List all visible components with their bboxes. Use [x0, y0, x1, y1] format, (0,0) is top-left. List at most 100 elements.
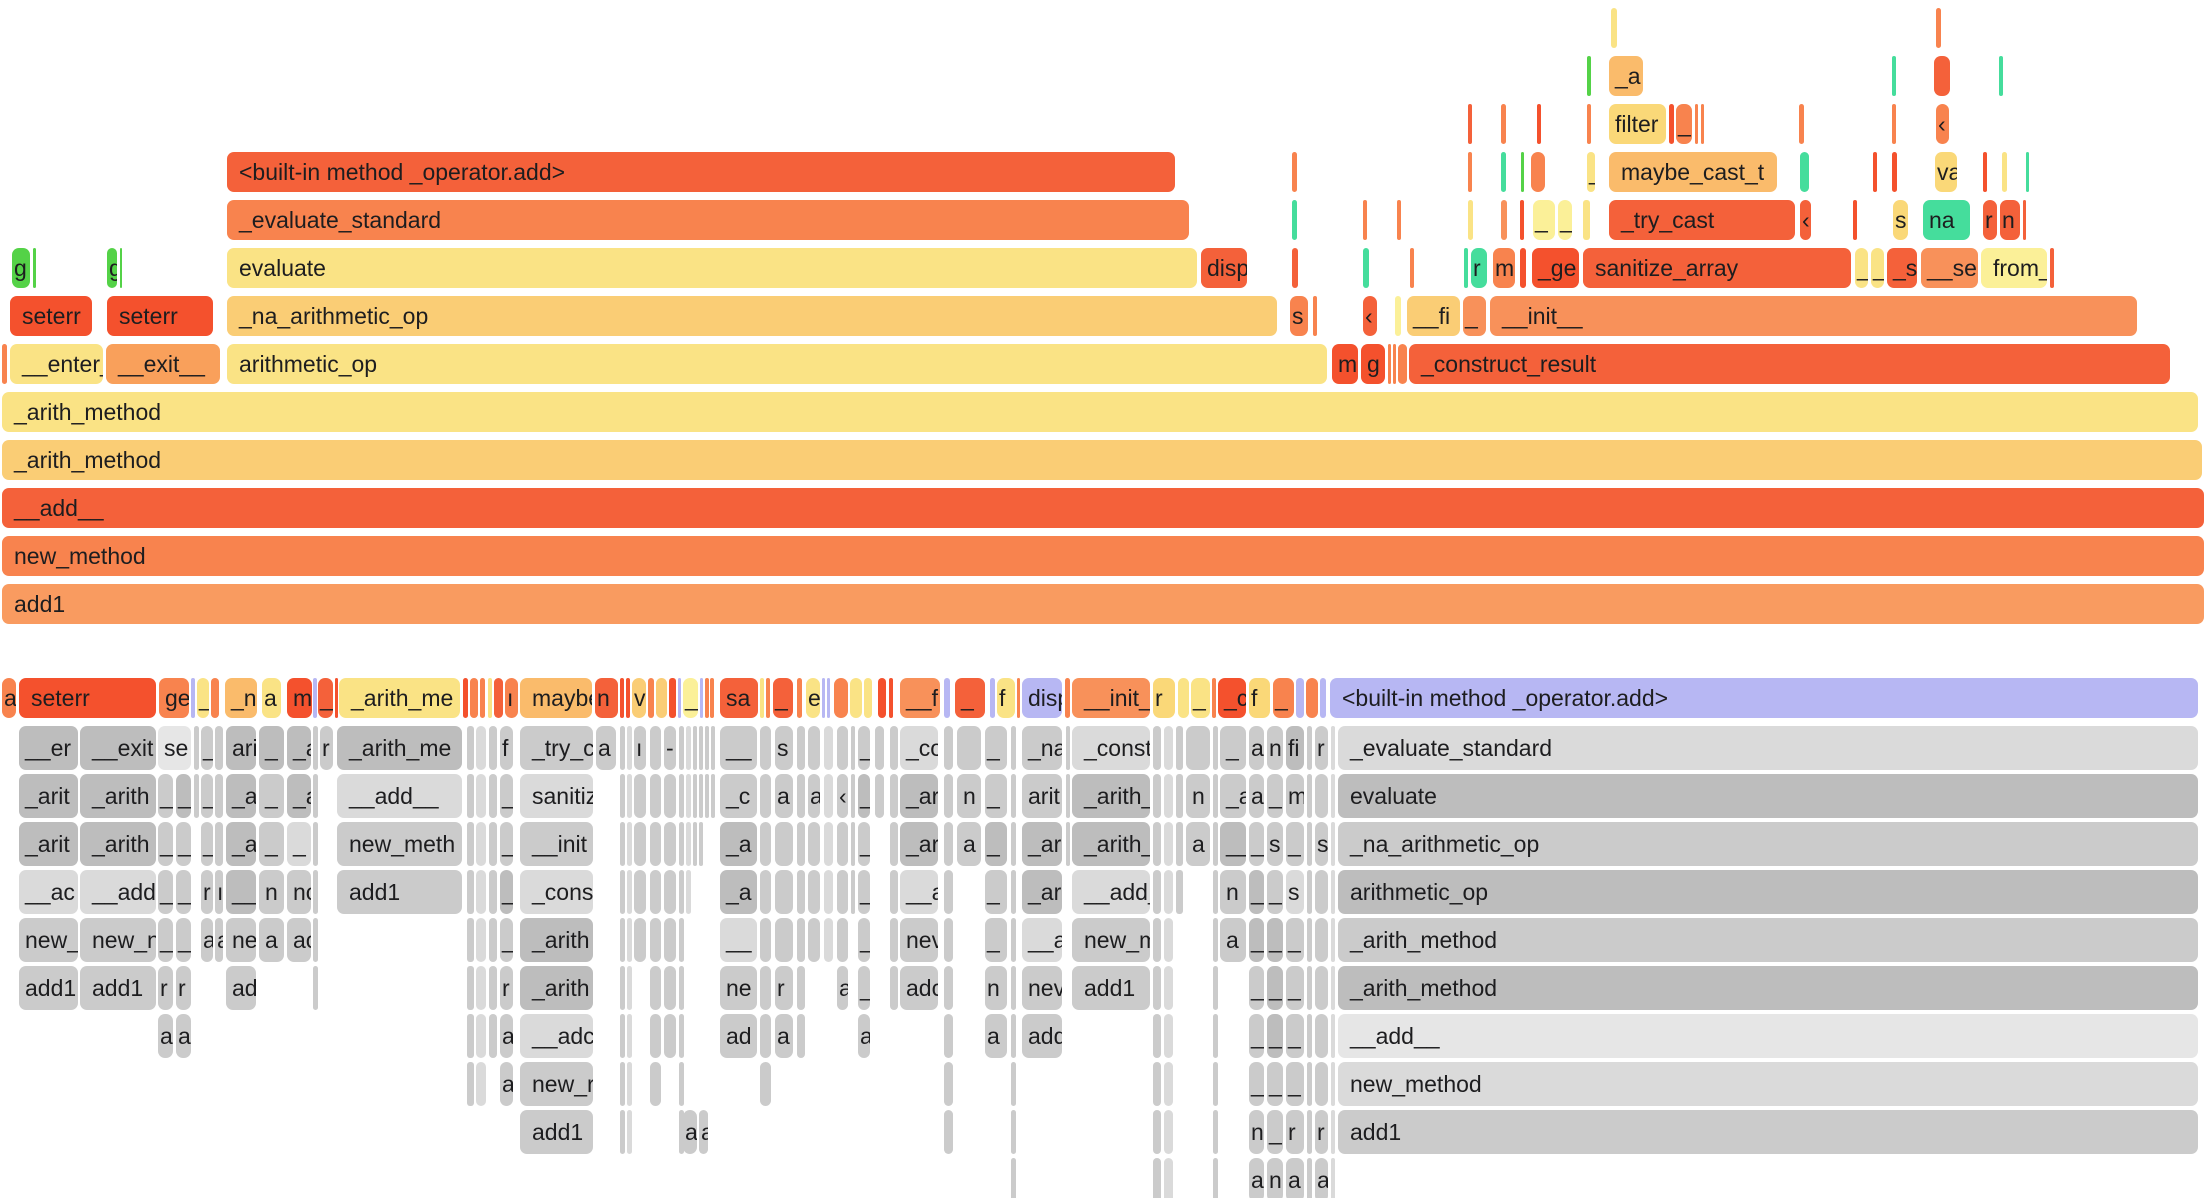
- caller-frame[interactable]: [837, 870, 848, 914]
- caller-frame[interactable]: nc: [287, 870, 311, 914]
- flame-frame[interactable]: [1799, 104, 1804, 144]
- leaf-frame[interactable]: _: [773, 678, 793, 718]
- caller-frame[interactable]: _evaluate_standard: [1338, 726, 2198, 770]
- caller-frame[interactable]: _arith_me: [337, 726, 462, 770]
- caller-frame[interactable]: arit: [1022, 774, 1062, 818]
- caller-frame[interactable]: [627, 1110, 632, 1154]
- flame-frame[interactable]: [1520, 200, 1524, 240]
- caller-frame[interactable]: [467, 1062, 474, 1106]
- caller-frame[interactable]: _: [985, 918, 1007, 962]
- leaf-frame[interactable]: _: [683, 678, 698, 718]
- selected-frame[interactable]: [827, 678, 830, 718]
- caller-frame[interactable]: [489, 870, 497, 914]
- flame-frame[interactable]: [1292, 152, 1297, 192]
- selected-frame[interactable]: <built-in method _operator.add>: [1330, 678, 2198, 718]
- caller-frame[interactable]: _: [1249, 966, 1264, 1010]
- flame-frame[interactable]: [1520, 248, 1526, 288]
- caller-frame[interactable]: ı: [215, 870, 223, 914]
- caller-frame[interactable]: [467, 774, 474, 818]
- caller-frame[interactable]: __: [720, 726, 757, 770]
- flame-frame[interactable]: from_: [1981, 248, 2047, 288]
- caller-frame[interactable]: [686, 774, 691, 818]
- caller-frame[interactable]: [215, 822, 223, 866]
- flame-frame[interactable]: _a: [1609, 56, 1643, 96]
- caller-frame[interactable]: [875, 774, 884, 818]
- caller-frame[interactable]: adc: [900, 966, 938, 1010]
- caller-frame[interactable]: add1: [337, 870, 462, 914]
- caller-frame[interactable]: [705, 774, 709, 818]
- caller-frame[interactable]: _: [158, 870, 173, 914]
- caller-frame[interactable]: [1213, 870, 1218, 914]
- caller-frame[interactable]: [194, 774, 199, 818]
- caller-frame[interactable]: __init: [520, 822, 593, 866]
- caller-frame[interactable]: _na: [1022, 726, 1062, 770]
- caller-frame[interactable]: ne: [226, 918, 256, 962]
- caller-frame[interactable]: a: [158, 1014, 173, 1058]
- caller-frame[interactable]: [1331, 1014, 1335, 1058]
- flame-frame[interactable]: [1363, 200, 1367, 240]
- caller-frame[interactable]: _: [1249, 1014, 1264, 1058]
- caller-frame[interactable]: [1331, 1158, 1335, 1198]
- caller-frame[interactable]: __: [1220, 822, 1246, 866]
- caller-frame[interactable]: a: [1249, 1158, 1264, 1198]
- caller-frame[interactable]: [1176, 774, 1183, 818]
- caller-frame[interactable]: __a: [1022, 918, 1062, 962]
- flame-frame[interactable]: [1468, 152, 1472, 192]
- caller-frame[interactable]: [679, 1014, 684, 1058]
- flame-frame[interactable]: _: [1871, 248, 1884, 288]
- leaf-frame[interactable]: _: [1273, 678, 1294, 718]
- caller-frame[interactable]: [1011, 870, 1016, 914]
- flame-frame[interactable]: ‹: [1363, 296, 1377, 336]
- caller-frame[interactable]: [837, 918, 848, 962]
- caller-frame[interactable]: [1153, 918, 1161, 962]
- caller-frame[interactable]: [489, 774, 497, 818]
- caller-frame[interactable]: [760, 726, 771, 770]
- caller-frame[interactable]: _: [176, 822, 191, 866]
- caller-frame[interactable]: r: [320, 726, 333, 770]
- caller-frame[interactable]: [627, 1062, 632, 1106]
- flame-frame[interactable]: [1292, 200, 1297, 240]
- selected-frame[interactable]: [678, 678, 681, 718]
- flame-frame[interactable]: [33, 248, 36, 288]
- flame-frame[interactable]: [2026, 152, 2029, 192]
- caller-frame[interactable]: _const: [1072, 726, 1150, 770]
- caller-frame[interactable]: [1153, 822, 1161, 866]
- caller-frame[interactable]: [476, 966, 486, 1010]
- caller-frame[interactable]: [1315, 1062, 1328, 1106]
- caller-frame[interactable]: [1213, 1110, 1218, 1154]
- caller-frame[interactable]: add1: [19, 966, 78, 1010]
- caller-frame[interactable]: s: [1286, 870, 1304, 914]
- caller-frame[interactable]: _: [158, 918, 173, 962]
- caller-frame[interactable]: [1307, 870, 1312, 914]
- caller-frame[interactable]: _: [858, 822, 870, 866]
- caller-frame[interactable]: [620, 870, 625, 914]
- caller-frame[interactable]: _: [201, 726, 213, 770]
- caller-frame[interactable]: [489, 966, 497, 1010]
- flame-frame[interactable]: [1892, 56, 1896, 96]
- caller-frame[interactable]: [808, 822, 820, 866]
- caller-frame[interactable]: a: [215, 918, 223, 962]
- flame-frame[interactable]: [1395, 296, 1401, 336]
- caller-frame[interactable]: n: [1186, 774, 1210, 818]
- caller-frame[interactable]: [489, 1014, 497, 1058]
- caller-frame[interactable]: new_m: [1072, 918, 1150, 962]
- leaf-frame[interactable]: [470, 678, 478, 718]
- caller-frame[interactable]: [1011, 966, 1016, 1010]
- caller-frame[interactable]: _ar: [1022, 822, 1062, 866]
- caller-frame[interactable]: [476, 726, 486, 770]
- caller-frame[interactable]: [1011, 1062, 1016, 1106]
- caller-frame[interactable]: a: [201, 918, 213, 962]
- selected-frame[interactable]: [1320, 678, 1326, 718]
- caller-frame[interactable]: _ar: [900, 822, 938, 866]
- flame-frame[interactable]: n: [2000, 200, 2020, 240]
- caller-frame[interactable]: [1011, 1014, 1016, 1058]
- selected-frame[interactable]: [990, 678, 995, 718]
- flame-frame[interactable]: [1410, 248, 1414, 288]
- flame-frame[interactable]: [2050, 248, 2054, 288]
- caller-frame[interactable]: [808, 870, 820, 914]
- caller-frame[interactable]: [1331, 966, 1335, 1010]
- caller-frame[interactable]: _: [158, 822, 173, 866]
- flame-frame[interactable]: ‹: [1936, 104, 1949, 144]
- caller-frame[interactable]: [1307, 822, 1312, 866]
- caller-frame[interactable]: a: [858, 1014, 870, 1058]
